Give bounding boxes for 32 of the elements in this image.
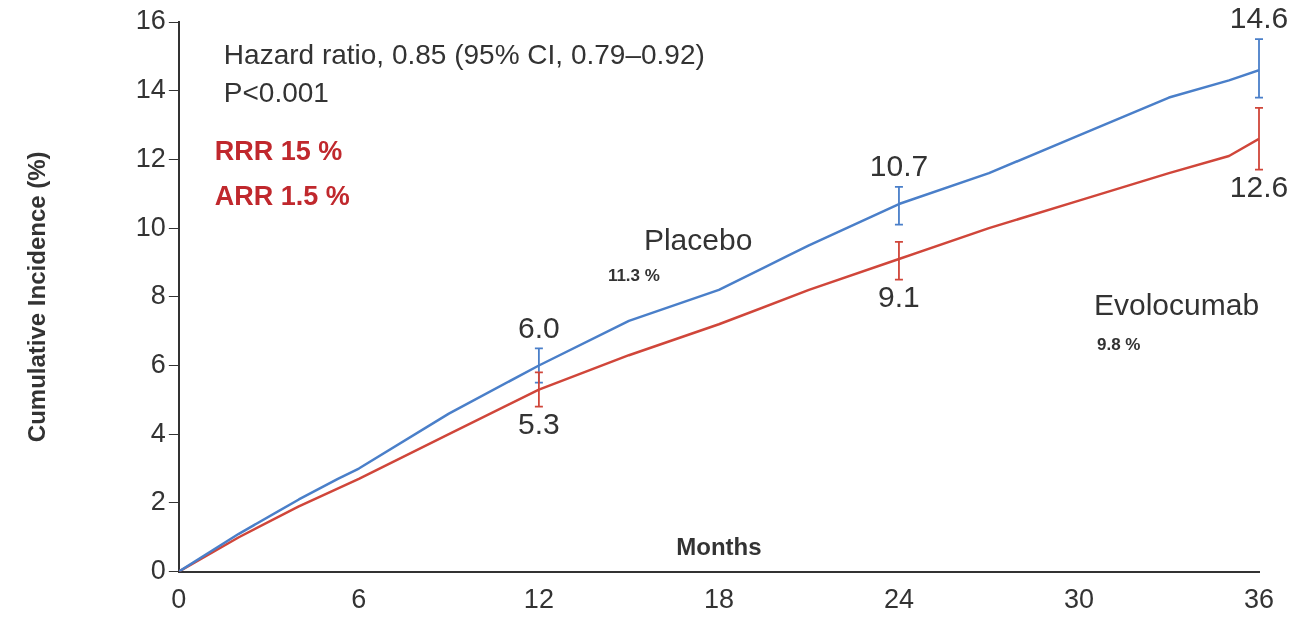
y-axis-title: Cumulative Incidence (%): [23, 151, 51, 443]
y-tick-label: 16: [135, 5, 166, 36]
annotation: 9.8 %: [1096, 334, 1141, 354]
data-label: 10.7: [869, 149, 929, 183]
series-label: Placebo: [643, 223, 753, 257]
x-tick-label: 30: [1063, 584, 1094, 615]
y-tick-label: 12: [135, 142, 166, 173]
y-tick-label: 4: [150, 417, 166, 448]
annotation: ARR 1.5 %: [214, 180, 350, 211]
data-label: 9.1: [878, 279, 920, 313]
x-tick-label: 18: [703, 584, 734, 615]
y-tick-label: 6: [150, 348, 166, 379]
y-tick-label: 10: [135, 211, 166, 242]
data-label: 5.3: [518, 406, 560, 440]
annotation: 11.3 %: [607, 265, 660, 285]
annotation: Hazard ratio, 0.85 (95% CI, 0.79–0.92): [223, 39, 705, 71]
data-label: 14.6: [1229, 1, 1289, 35]
y-tick-label: 8: [150, 280, 166, 311]
x-tick-label: 12: [523, 584, 554, 615]
x-tick-label: 0: [171, 584, 187, 615]
x-tick-label: 36: [1243, 584, 1275, 615]
x-tick-label: 6: [351, 584, 367, 615]
y-tick-label: 14: [135, 74, 166, 105]
x-tick-label: 24: [883, 584, 914, 615]
y-tick-label: 0: [150, 555, 166, 586]
annotation: RRR 15 %: [214, 135, 343, 166]
y-tick-label: 2: [150, 486, 166, 517]
x-axis-title: Months: [676, 533, 762, 561]
data-label: 6.0: [518, 310, 560, 344]
annotation: P<0.001: [223, 76, 329, 108]
text: Evolocumab: [1093, 288, 1260, 322]
data-label: 12.6: [1229, 169, 1289, 203]
